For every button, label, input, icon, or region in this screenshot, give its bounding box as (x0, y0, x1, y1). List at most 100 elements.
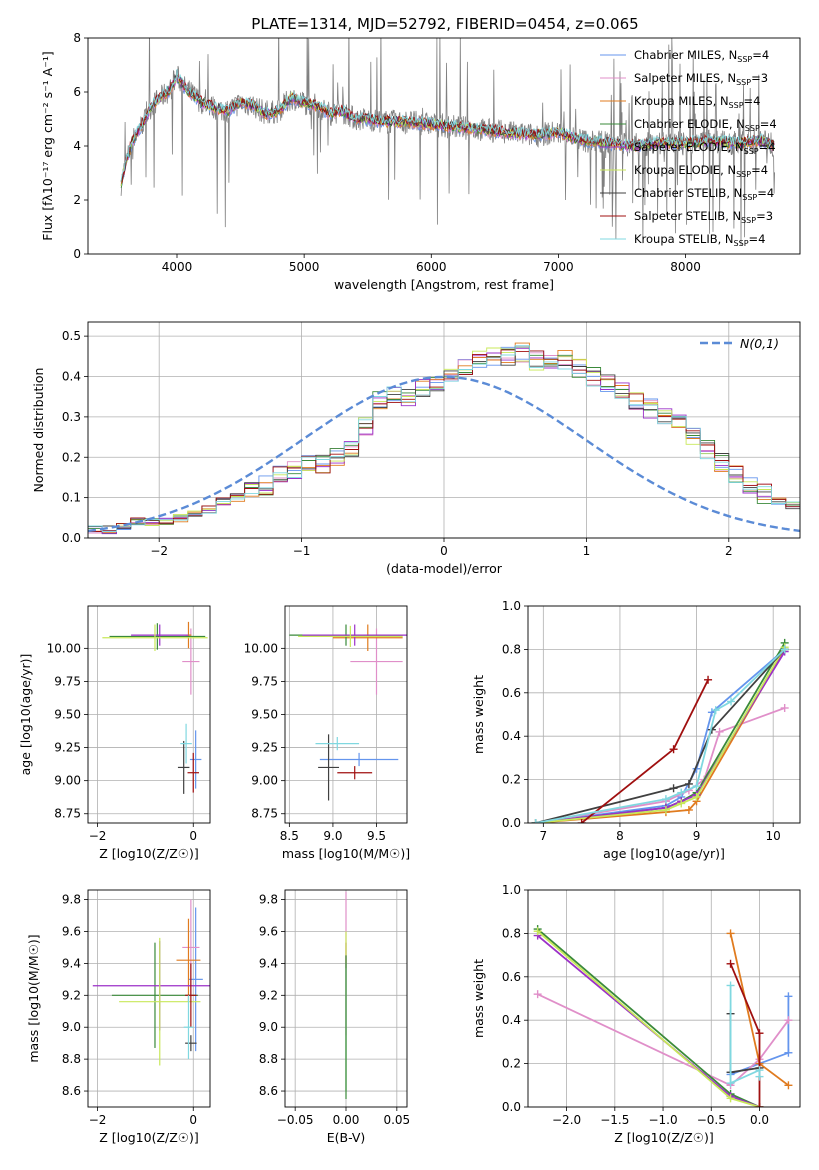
age-vs-mass-panel: 8.5 9.0 9.5 8.75 9.00 9.25 9.50 9.75 10.00 mass [… (244, 605, 410, 861)
y-tick-label: 9.6 (259, 924, 278, 938)
y-tick-label: 8.8 (62, 1052, 81, 1066)
series-marker-9 (726, 981, 735, 990)
plot-area (531, 638, 789, 823)
series-marker-2 (533, 990, 542, 999)
series-marker-6 (692, 792, 701, 801)
x-tick-label: 1 (583, 544, 591, 558)
x-tick-label: −0.5 (697, 1113, 726, 1127)
legend-label-gaussian: N(0,1) (740, 336, 779, 351)
x-axis-label: (data-model)/error (386, 561, 503, 576)
series-marker-9 (780, 645, 789, 654)
x-axis-label: Z [log10(Z/Z☉)] (614, 1130, 714, 1145)
y-axis-label: Flux [fλ10⁻¹⁷ erg cm⁻² s⁻¹ A⁻¹] (40, 51, 55, 240)
y-tick-label: 0.0 (62, 531, 81, 545)
y-tick-label: 0.8 (502, 642, 521, 656)
x-axis-label: Z [log10(Z/Z☉)] (99, 846, 199, 861)
mass-vs-ebv-panel: −0.05 0.00 0.05 8.6 8.8 9.0 9.2 9.4 9.6 9.8 E(B-V) (259, 889, 410, 1145)
y-tick-label: 6 (73, 85, 81, 99)
y-tick-label: 9.50 (251, 708, 278, 722)
y-tick-label: 9.8 (259, 893, 278, 907)
plot-area (533, 925, 793, 1107)
x-axis-label: E(B-V) (327, 1130, 366, 1145)
series-marker-9 (677, 788, 686, 797)
model-fit-line-9 (120, 69, 775, 181)
y-tick-label: 0.3 (62, 410, 81, 424)
x-tick-label: −2 (150, 544, 168, 558)
mass-vs-z-panel: −2 0 8.6 8.8 9.0 9.2 9.4 9.6 9.8 Z [log10(Z/Z☉)] m… (26, 889, 211, 1145)
series-marker-3 (684, 805, 693, 814)
x-tick-label: 0 (189, 1113, 197, 1127)
x-tick-label: −1.0 (648, 1113, 677, 1127)
y-tick-label: 9.6 (62, 924, 81, 938)
y-tick-label: 9.4 (259, 956, 278, 970)
x-tick-label: 0.05 (383, 1113, 410, 1127)
series-marker-9 (531, 819, 540, 823)
x-tick-label: 4000 (162, 260, 193, 274)
y-tick-label: 9.25 (251, 741, 278, 755)
axes-frame (87, 889, 211, 1108)
legend-label-1: Chabrier MILES, NSSP=4 (634, 48, 769, 64)
y-axis-label: mass [log10(M/M☉)] (26, 934, 41, 1062)
y-tick-label: 0 (73, 247, 81, 261)
legend-label-2: Salpeter MILES, NSSP=3 (634, 71, 768, 87)
x-tick-label: 9.5 (367, 829, 386, 843)
series-marker-9 (661, 795, 670, 804)
x-axis-label: Z [log10(Z/Z☉)] (99, 1130, 199, 1145)
series-line-2 (537, 993, 790, 1087)
y-tick-label: 9.8 (62, 893, 81, 907)
series-marker-8 (755, 1103, 764, 1107)
series-marker-1 (784, 1048, 793, 1057)
y-tick-label: 9.75 (54, 674, 81, 688)
y-axis-label: Normed distribution (31, 368, 46, 493)
y-tick-label: 9.0 (62, 1020, 81, 1034)
series-marker-6 (726, 1094, 735, 1103)
legend-label-8: Salpeter STELIB, NSSP=3 (634, 209, 773, 225)
y-tick-label: 9.00 (54, 774, 81, 788)
series-marker-6 (661, 805, 670, 814)
axes-frame (527, 889, 801, 1108)
model-fit-line-8 (120, 70, 775, 184)
x-tick-label: 0.0 (750, 1113, 769, 1127)
x-tick-label: 9.0 (323, 829, 342, 843)
y-tick-label: 8.75 (54, 807, 81, 821)
y-tick-label: 0.0 (502, 1100, 521, 1114)
series-marker-8 (669, 745, 678, 754)
series-line-4 (535, 642, 786, 823)
y-tick-label: 8.6 (259, 1084, 278, 1098)
x-tick-label: −2 (89, 829, 107, 843)
series-marker-2 (715, 727, 724, 736)
y-tick-label: 0.4 (502, 729, 521, 743)
series-marker-3 (726, 929, 735, 938)
series-marker-3 (784, 1081, 793, 1090)
series-marker-9 (727, 697, 736, 706)
y-tick-label: 9.2 (259, 988, 278, 1002)
mass-weight-vs-age-panel: 7 8 9 10 0.0 0.2 0.4 0.6 0.8 1.0 age [log10(age/yr… (471, 599, 801, 861)
x-tick-label: 6000 (416, 260, 447, 274)
x-axis-label: wavelength [Angstrom, rest frame] (334, 277, 554, 292)
series-marker-2 (784, 1016, 793, 1025)
x-tick-label: −2 (89, 1113, 107, 1127)
y-tick-label: 9.50 (54, 708, 81, 722)
axes-frame (284, 889, 408, 1108)
y-tick-label: 1.0 (502, 883, 521, 897)
y-tick-label: 10.00 (244, 641, 278, 655)
series-marker-7 (669, 784, 678, 793)
plot-area (120, 38, 775, 246)
x-tick-label: 7 (540, 829, 548, 843)
histogram-step-3 (88, 342, 800, 533)
plot-area (92, 899, 210, 1066)
y-axis-label: mass weight (471, 959, 486, 1038)
legend-label-4: Chabrier ELODIE, NSSP=4 (634, 117, 777, 133)
y-tick-label: 0.2 (502, 1057, 521, 1071)
axes-frame (87, 37, 801, 255)
plot-area (88, 342, 800, 535)
y-tick-label: 0.6 (502, 970, 521, 984)
x-tick-label: 10 (766, 829, 781, 843)
y-tick-label: 0.1 (62, 491, 81, 505)
y-tick-label: 9.2 (62, 988, 81, 1002)
y-tick-label: 2 (73, 193, 81, 207)
x-tick-label: 8.5 (280, 829, 299, 843)
y-tick-label: 8.75 (251, 807, 278, 821)
legend-label-3: Kroupa MILES, NSSP=4 (634, 94, 760, 110)
